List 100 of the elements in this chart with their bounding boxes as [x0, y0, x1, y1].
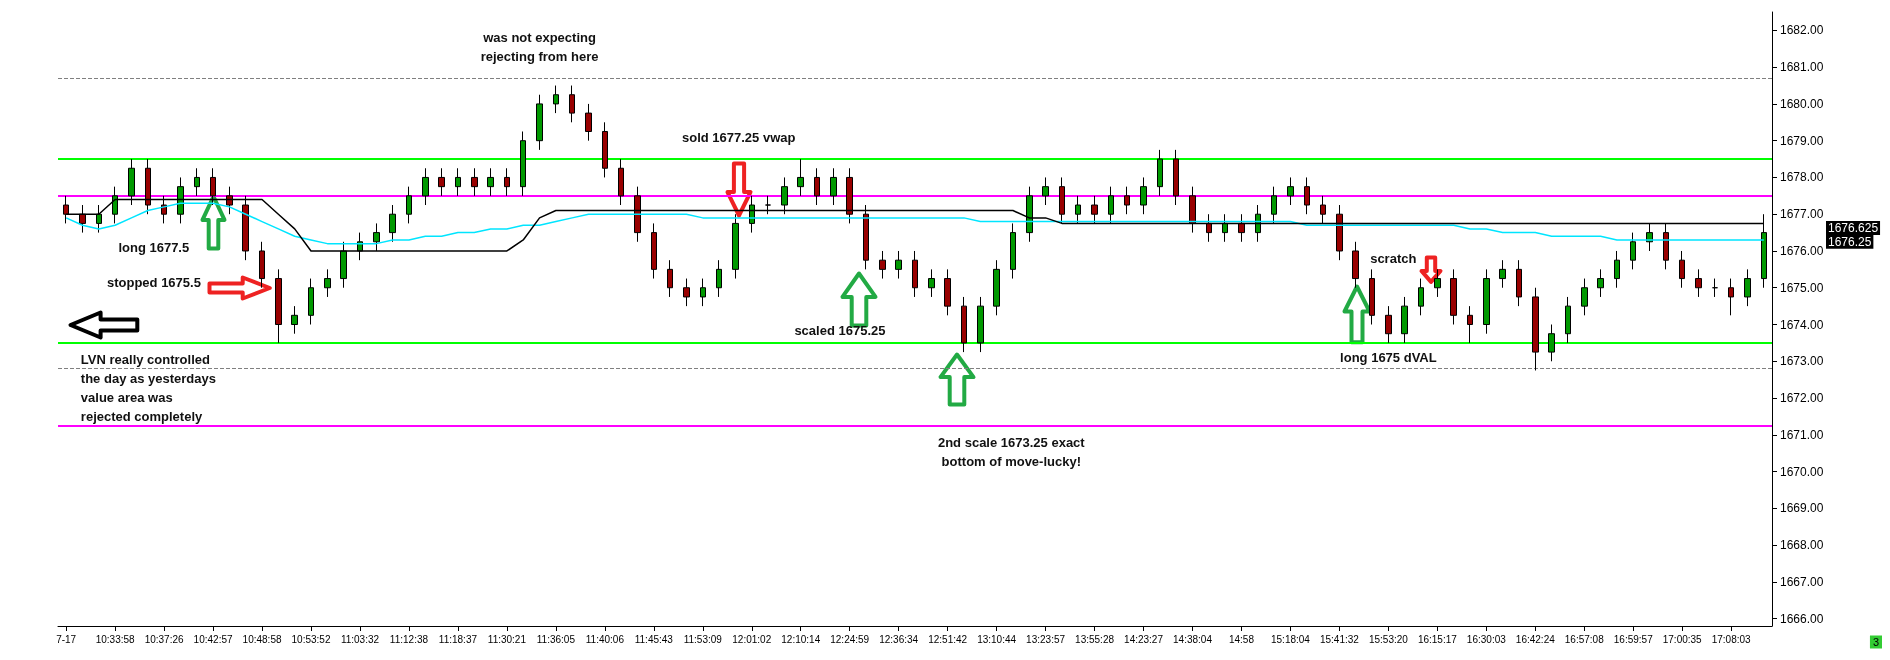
candlestick [1695, 268, 1702, 298]
y-tick-label: 1668.00 [1780, 538, 1824, 553]
candlestick [1042, 176, 1049, 206]
x-tick-label: 14:58 [1228, 633, 1255, 645]
x-tick-label: 11:12:38 [389, 633, 429, 645]
text: 1676.25 [1828, 234, 1872, 249]
x-tick-label: 11:03:32 [340, 633, 380, 645]
candlestick [79, 204, 86, 234]
x-tick-label: 13:10:44 [977, 633, 1017, 645]
candlestick [1352, 241, 1359, 289]
x-tick-label: 17:08:03 [1711, 633, 1752, 645]
candlestick [1222, 213, 1228, 243]
annotation: long 1677.5 [118, 239, 190, 255]
annotation: was not expecting rejecting from here [480, 29, 599, 64]
candlestick [1548, 324, 1555, 362]
candlestick [471, 167, 478, 197]
x-tick-label: 12:51:42 [928, 633, 968, 645]
annotation: sold 1677.25 vwap [681, 129, 796, 145]
candlestick [1483, 268, 1490, 335]
candlestick [1385, 305, 1392, 344]
candlestick [961, 296, 967, 353]
candlestick [732, 213, 739, 280]
candlestick [618, 158, 624, 206]
candlestick [1744, 268, 1751, 307]
candlestick [1467, 305, 1473, 344]
x-tick-label: 17:00:35 [1662, 633, 1703, 645]
y-tick-label: 1680.00 [1780, 96, 1824, 111]
candlestick [895, 250, 902, 280]
x-tick-label: 15:53:20 [1368, 633, 1409, 645]
candlestick [1010, 222, 1016, 280]
candlestick [1173, 149, 1179, 206]
annotation: scratch [1370, 250, 1417, 266]
candlestick [1140, 176, 1147, 215]
candlestick [944, 268, 951, 316]
candlestick [96, 204, 102, 234]
x-tick-label: 11:30:21 [487, 633, 527, 645]
y-tick-label: 1679.00 [1780, 133, 1824, 148]
x-tick-label: 16:59:57 [1613, 633, 1654, 645]
candlestick [1450, 268, 1457, 326]
annotation: scaled 1675.25 [794, 322, 886, 338]
text: 1676.625 [1828, 221, 1879, 235]
candlestick [585, 103, 592, 142]
candlestick [716, 259, 722, 298]
candlestick [1728, 278, 1734, 316]
x-tick-label: 15:41:32 [1319, 633, 1360, 645]
candlestick [308, 278, 314, 326]
candlestick [1418, 278, 1424, 316]
candlestick [1597, 268, 1604, 298]
y-tick-label: 1670.00 [1780, 464, 1824, 479]
candlestick [487, 167, 494, 197]
x-tick-label: 11:36:05 [536, 633, 576, 645]
candlestick [1712, 278, 1718, 298]
candlestick [1614, 250, 1620, 289]
y-tick-label: 1678.00 [1780, 170, 1824, 185]
x-tick-label: 16:57:08 [1564, 633, 1605, 645]
candlestick [194, 167, 200, 197]
x-tick-label: 10:37:26 [144, 633, 184, 645]
x-tick-label: 12:36:34 [879, 633, 919, 645]
x-tick-label: 14:38:04 [1173, 633, 1213, 645]
x-tick-label: 10:42:57 [193, 633, 233, 645]
y-tick-label: 1682.00 [1780, 23, 1824, 38]
candlestick [830, 167, 837, 206]
x-tick-label: 10:48:58 [242, 633, 282, 645]
y-tick-label: 1667.00 [1780, 574, 1824, 589]
candlestick [504, 167, 510, 197]
x-tick-label: 12:10:14 [781, 633, 821, 645]
candlestick [1287, 176, 1294, 206]
y-tick-label: 1669.00 [1780, 501, 1824, 516]
candlestick [928, 268, 935, 298]
candlestick [993, 259, 1000, 316]
x-tick-label: 12:01:02 [732, 633, 772, 645]
candlestick [1238, 213, 1245, 243]
candlestick [797, 158, 804, 197]
candlestick [1499, 259, 1506, 289]
candlestick [536, 94, 543, 151]
x-tick-label: 16:15:17 [1417, 633, 1458, 645]
x-tick-label: 11:40:06 [585, 633, 625, 645]
candlestick [1255, 204, 1261, 243]
candlestick [553, 85, 559, 114]
candlestick [520, 130, 526, 197]
candlestick [1369, 268, 1375, 326]
candlestick [602, 121, 608, 178]
candlestick [1157, 149, 1163, 197]
y-tick-label: 1673.00 [1780, 354, 1824, 369]
x-tick-label: 16:42:24 [1515, 633, 1556, 645]
candlestick [1124, 186, 1130, 215]
y-tick-label: 1666.00 [1780, 611, 1824, 626]
x-tick-label: 15:18:04 [1270, 633, 1311, 645]
x-tick-label: 13:23:57 [1026, 633, 1066, 645]
annotation: long 1675 dVAL [1340, 350, 1437, 366]
x-tick-label: 11:53:09 [683, 633, 723, 645]
y-tick-label: 1676.00 [1780, 243, 1824, 258]
y-tick-label: 1675.00 [1780, 280, 1824, 295]
x-tick-label: 13:55:28 [1075, 633, 1115, 645]
line-series [65, 202, 1765, 245]
candlestick [455, 167, 461, 197]
candlestick [1516, 259, 1522, 307]
candlestick [422, 167, 429, 206]
y-tick-label: 1674.00 [1780, 317, 1824, 332]
candlestick [912, 250, 918, 298]
